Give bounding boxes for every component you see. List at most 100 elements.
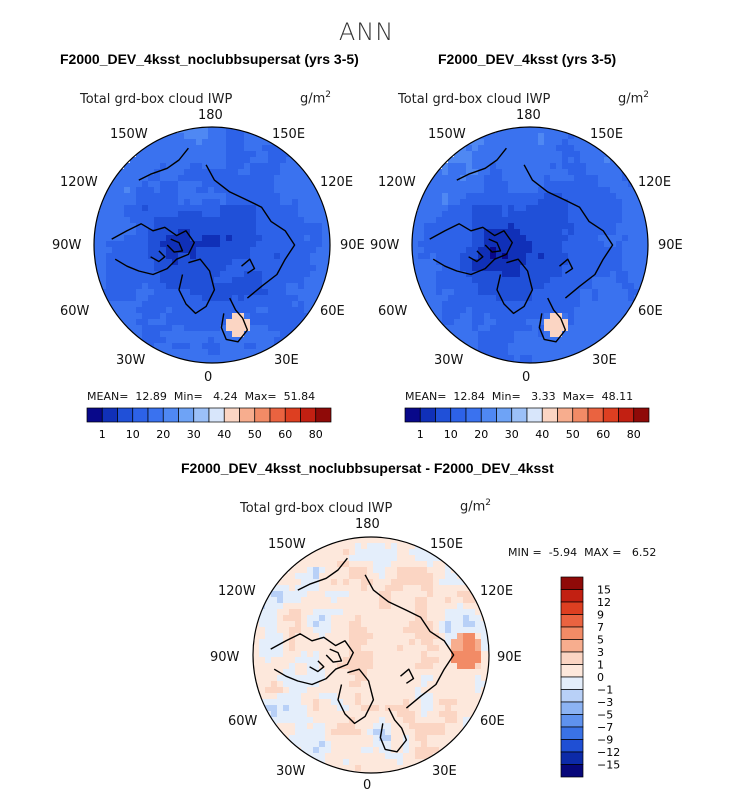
panel2-stats: MEAN= 12.84 Min= 3.33 Max= 48.11 — [405, 390, 634, 403]
panel2-lon-180: 180 — [516, 108, 541, 123]
panel2-lon-90e: 90E — [658, 238, 683, 253]
colorbar-tick-label: 60 — [596, 428, 610, 441]
colorbar-tick-label: 1 — [597, 659, 604, 672]
colorbar-swatch — [147, 407, 164, 423]
coastline-1 — [496, 258, 534, 315]
colorbar-tick-label: 30 — [187, 428, 201, 441]
colorbar-tick-label: −9 — [597, 734, 613, 747]
colorbar-swatch — [560, 689, 584, 703]
colorbar-tick-label: 20 — [156, 428, 170, 441]
coastline-5 — [484, 238, 502, 253]
colorbar-swatch — [208, 407, 225, 423]
coastline-4 — [138, 147, 189, 181]
panel1-lon-150w: 150W — [110, 127, 148, 142]
panel1-lon-180: 180 — [198, 108, 223, 123]
colorbar-swatch — [557, 407, 574, 423]
colorbar-swatch — [602, 407, 619, 423]
coastline-2 — [538, 297, 567, 343]
colorbar-swatch — [480, 407, 497, 423]
panel2-title: F2000_DEV_4ksst (yrs 3-5) — [438, 51, 617, 67]
colorbar-swatch — [300, 407, 317, 423]
colorbar-tick-label: 50 — [566, 428, 580, 441]
colorbar-swatch — [572, 407, 589, 423]
panel1-stats: MEAN= 12.89 Min= 4.24 Max= 51.84 — [87, 390, 316, 403]
colorbar-swatch — [560, 626, 584, 640]
colorbar-tick-label: 1 — [417, 428, 424, 441]
colorbar-swatch — [86, 407, 103, 423]
panel1-polar-map — [93, 126, 331, 364]
panel1-lon-30w: 30W — [116, 353, 146, 368]
panel2-units: g/m2 — [618, 90, 650, 107]
coastline-1 — [178, 258, 216, 315]
colorbar-swatch — [465, 407, 482, 423]
colorbar-swatch — [254, 407, 271, 423]
colorbar-swatch — [511, 407, 528, 423]
map-field — [412, 127, 648, 363]
colorbar-swatch — [178, 407, 195, 423]
coastline-6 — [468, 250, 484, 263]
colorbar-swatch — [132, 407, 149, 423]
panel1-variable-label: Total grd-box cloud IWP — [80, 92, 233, 107]
colorbar-swatch — [560, 651, 584, 665]
colorbar-swatch — [560, 614, 584, 628]
coastline-5 — [166, 238, 184, 253]
colorbar-tick-label: −15 — [597, 759, 620, 772]
colorbar-tick-label: 3 — [597, 646, 604, 659]
panel1-lon-30e: 30E — [274, 353, 299, 368]
diff-field — [253, 537, 489, 773]
colorbar-tick-label: −3 — [597, 696, 613, 709]
colorbar-swatch — [560, 676, 584, 690]
diff-lon-0: 0 — [363, 778, 372, 793]
colorbar-swatch — [404, 407, 421, 423]
colorbar-swatch — [162, 407, 179, 423]
colorbar-tick-label: 0 — [597, 671, 604, 684]
colorbar-tick-label: 15 — [597, 584, 611, 597]
panel1-lon-60e: 60E — [320, 304, 345, 319]
colorbar-tick-label: −1 — [597, 684, 613, 697]
diff-lon-120w: 120W — [218, 584, 256, 599]
diff-title: F2000_DEV_4ksst_noclubbsupersat - F2000_… — [181, 460, 554, 476]
panel2-lon-0: 0 — [522, 370, 531, 385]
diff-lon-180: 180 — [355, 517, 380, 532]
panel1-colorbar: 1 10 20 30 40 50 60 80 — [86, 407, 332, 441]
season-title: ANN — [338, 18, 395, 46]
colorbar-swatch — [560, 739, 584, 753]
panel1-lon-150e: 150E — [272, 127, 306, 142]
colorbar-swatch — [315, 407, 332, 423]
coastline-4 — [297, 557, 348, 591]
colorbar-swatch — [633, 407, 650, 423]
colorbar-tick-label: −12 — [597, 746, 620, 759]
colorbar-tick-label: 7 — [597, 621, 604, 634]
colorbar-swatch — [101, 407, 118, 423]
colorbar-tick-label: 9 — [597, 609, 604, 622]
colorbar-swatch — [541, 407, 558, 423]
map-border — [93, 126, 331, 364]
panel1-lon-120e: 120E — [320, 175, 354, 190]
colorbar-swatch — [450, 407, 467, 423]
panel2-lon-120w: 120W — [378, 175, 416, 190]
colorbar-swatch — [496, 407, 513, 423]
panel2-lon-90w: 90W — [370, 238, 400, 253]
colorbar-tick-label: 30 — [505, 428, 519, 441]
panel2-lon-60e: 60E — [638, 304, 663, 319]
colorbar-swatch — [419, 407, 436, 423]
colorbar-swatch — [618, 407, 635, 423]
panel1-lon-90w: 90W — [52, 238, 82, 253]
coastline-2 — [379, 707, 408, 753]
coastline-1 — [337, 668, 375, 725]
diff-lon-90e: 90E — [497, 650, 522, 665]
colorbar-tick-label: −5 — [597, 709, 613, 722]
diff-lon-120e: 120E — [480, 584, 514, 599]
colorbar-swatch — [560, 664, 584, 678]
colorbar-tick-label: 5 — [597, 634, 604, 647]
colorbar-swatch — [560, 701, 584, 715]
coastline-3 — [523, 164, 614, 299]
diff-lon-30w: 30W — [276, 764, 306, 779]
coastline-5 — [325, 648, 343, 663]
coastline-6 — [150, 250, 166, 263]
panel2-polar-map — [411, 126, 649, 364]
colorbar-swatch — [526, 407, 543, 423]
panel2-colorbar: 1 10 20 30 40 50 60 80 — [404, 407, 650, 441]
panel1-lon-120w: 120W — [60, 175, 98, 190]
colorbar-tick-label: 10 — [126, 428, 140, 441]
